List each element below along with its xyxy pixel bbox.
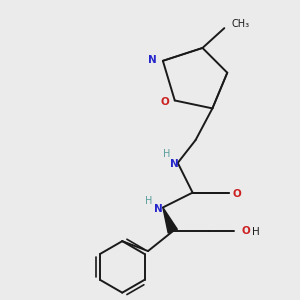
Text: O: O bbox=[242, 226, 250, 236]
Text: N: N bbox=[170, 159, 179, 169]
Polygon shape bbox=[163, 208, 177, 233]
Text: H: H bbox=[252, 227, 260, 237]
Text: N: N bbox=[148, 55, 156, 65]
Text: O: O bbox=[160, 98, 169, 107]
Text: H: H bbox=[145, 196, 153, 206]
Text: H: H bbox=[163, 149, 170, 159]
Text: N: N bbox=[154, 204, 162, 214]
Text: O: O bbox=[233, 189, 242, 199]
Text: CH₃: CH₃ bbox=[231, 19, 249, 29]
